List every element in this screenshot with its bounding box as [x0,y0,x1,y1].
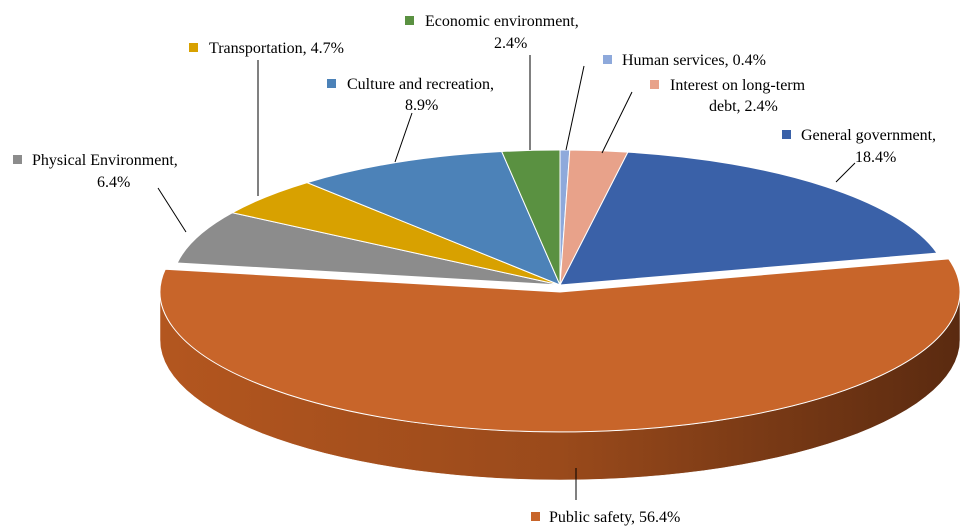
pie-slice-economic-environment [500,149,561,286]
label-transportation: Transportation, 4.7% [209,40,344,57]
pie-slice-general-government [559,151,938,286]
legend-key-interest-on-long-term-debt [650,80,659,89]
leader-general-government [835,162,856,183]
leader-culture [394,112,413,163]
legend-key-economic-environment [405,16,414,25]
leader-interest [601,91,633,154]
legend-key-transportation [189,43,198,52]
legend-key-culture-and-recreation [327,79,336,88]
leader-physical-environment [157,187,187,233]
pie-slice-culture-and-recreation [305,150,561,286]
label-public-safety: Public safety, 56.4% [549,509,681,526]
label-interest-on-long-term-debt-pct: debt, 2.4% [709,98,778,115]
legend-key-human-services [603,55,612,64]
label-culture-and-recreation: Culture and recreation, [347,76,495,93]
pie-slice-public-safety [159,258,961,433]
legend-key-public-safety [531,512,540,521]
label-culture-and-recreation-pct: 8.9% [405,97,439,114]
leader-human-services [565,65,585,151]
pie-slice-physical-environment [176,212,561,286]
label-economic-environment: Economic environment, [425,13,579,30]
label-physical-environment-pct: 6.4% [97,174,131,191]
legend-key-physical-environment [13,155,22,164]
label-general-government: General government, [801,127,937,144]
label-interest-on-long-term-debt: Interest on long-term [670,77,806,94]
label-physical-environment: Physical Environment, [32,152,178,169]
label-economic-environment-pct: 2.4% [494,35,528,52]
label-general-government-pct: 18.4% [855,149,897,166]
legend-key-general-government [782,130,791,139]
label-human-services: Human services, 0.4% [622,52,766,69]
